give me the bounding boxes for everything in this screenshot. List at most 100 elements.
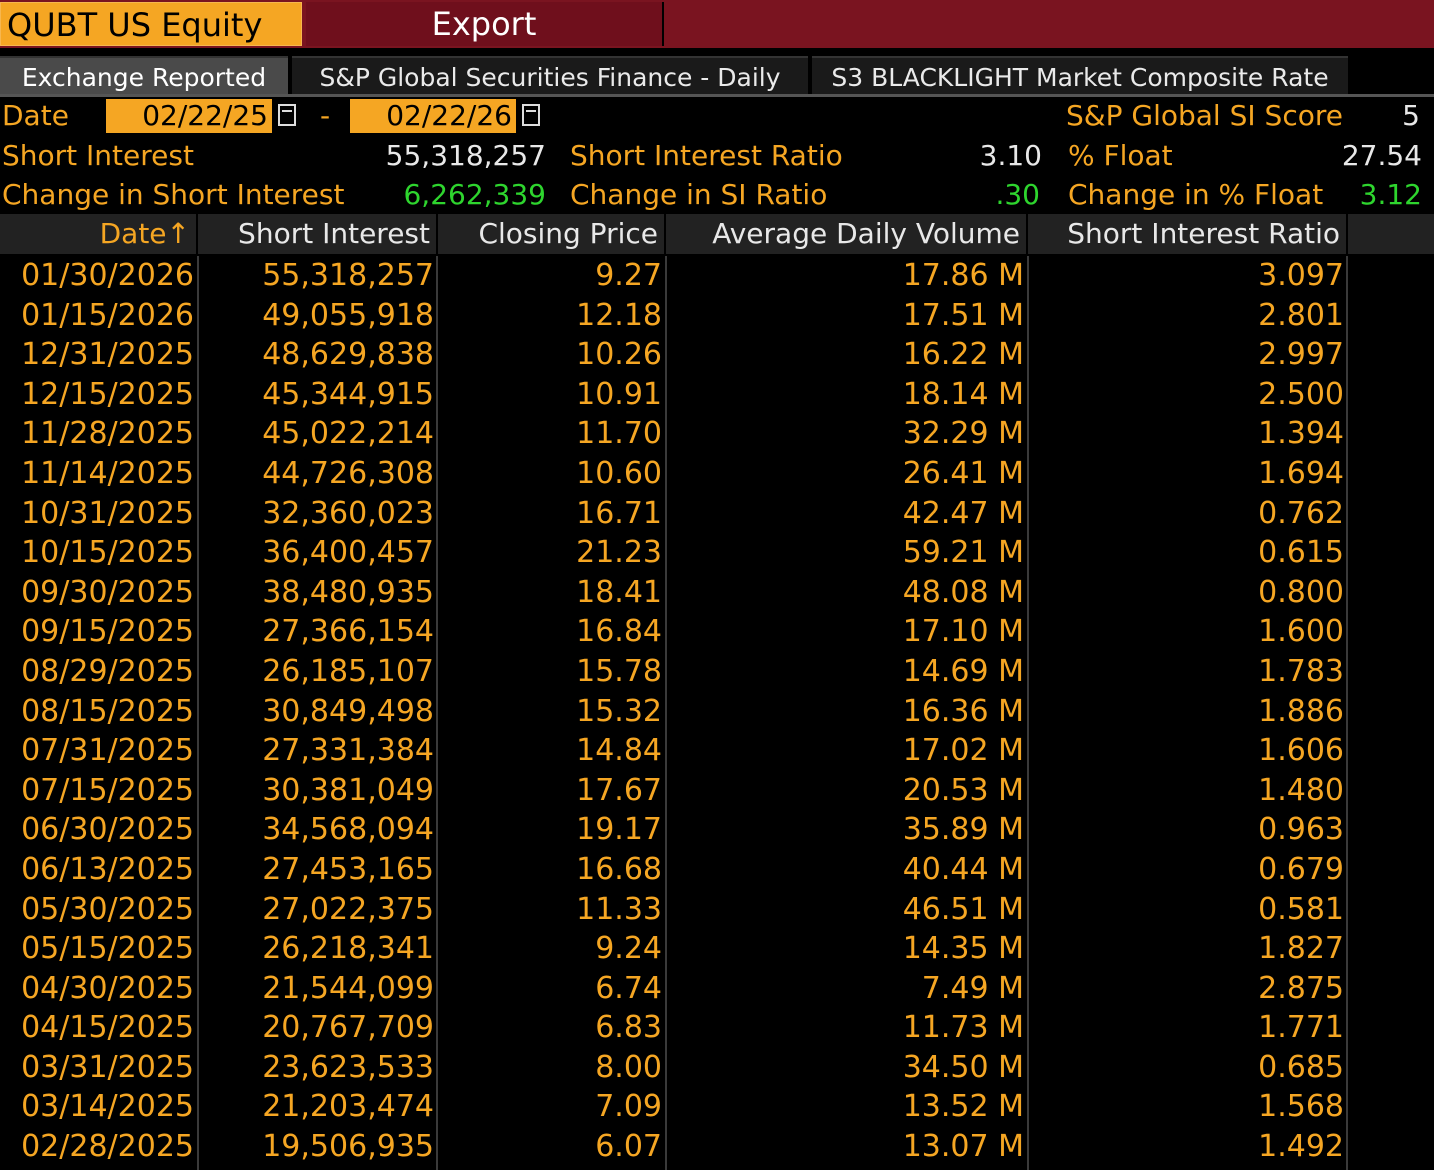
column-header-avg-daily-volume[interactable]: Average Daily Volume <box>666 214 1028 254</box>
cell-closing-price: 16.68 <box>576 851 662 887</box>
cell-avg-daily-volume: 13.52 M <box>902 1089 1024 1125</box>
cell-date: 12/15/2025 <box>21 376 194 412</box>
tab-exchange-reported[interactable]: Exchange Reported <box>0 56 288 96</box>
cell-date: 11/28/2025 <box>21 416 194 452</box>
table-row[interactable]: 06/30/2025 34,568,094 19.17 35.89 M 0.963 <box>0 810 1434 850</box>
table-row[interactable]: 11/28/2025 45,022,214 11.70 32.29 M 1.394 <box>0 414 1434 454</box>
cell-closing-price: 21.23 <box>576 535 662 571</box>
table-row[interactable]: 02/28/2025 19,506,935 6.07 13.07 M 1.492 <box>0 1127 1434 1167</box>
cell-closing-price: 10.26 <box>576 337 662 373</box>
table-row[interactable]: 09/30/2025 38,480,935 18.41 48.08 M 0.800 <box>0 573 1434 613</box>
tab-sp-global-daily[interactable]: S&P Global Securities Finance - Daily <box>292 56 808 96</box>
cell-avg-daily-volume: 18.14 M <box>902 376 1024 412</box>
export-button[interactable]: Export <box>306 2 664 46</box>
start-date-field[interactable]: 02/22/25 <box>106 99 272 133</box>
table-row[interactable]: 04/15/2025 20,767,709 6.83 11.73 M 1.771 <box>0 1008 1434 1048</box>
cell-short-interest: 48,629,838 <box>262 337 434 373</box>
end-calendar-icon[interactable] <box>522 104 540 126</box>
cell-si-ratio: 1.694 <box>1258 455 1344 491</box>
table-row[interactable]: 11/14/2025 44,726,308 10.60 26.41 M 1.694 <box>0 454 1434 494</box>
table-row[interactable]: 06/13/2025 27,453,165 16.68 40.44 M 0.679 <box>0 850 1434 890</box>
date-range-label: Date <box>2 99 69 132</box>
table-row[interactable]: 07/31/2025 27,331,384 14.84 17.02 M 1.606 <box>0 731 1434 771</box>
table-row[interactable]: 03/31/2025 23,623,533 8.00 34.50 M 0.685 <box>0 1048 1434 1088</box>
cell-avg-daily-volume: 17.10 M <box>902 614 1024 650</box>
cell-si-ratio: 1.600 <box>1258 614 1344 650</box>
cell-avg-daily-volume: 17.51 M <box>902 297 1024 333</box>
cell-avg-daily-volume: 34.50 M <box>902 1049 1024 1085</box>
change-short-interest-label: Change in Short Interest <box>2 178 345 211</box>
table-row[interactable]: 03/14/2025 21,203,474 7.09 13.52 M 1.568 <box>0 1087 1434 1127</box>
cell-date: 11/14/2025 <box>21 455 194 491</box>
column-header-date[interactable]: Date↑ <box>0 214 198 254</box>
change-short-interest-value: 6,262,339 <box>403 178 546 211</box>
cell-avg-daily-volume: 20.53 M <box>902 772 1024 808</box>
cell-short-interest: 26,185,107 <box>262 653 434 689</box>
cell-si-ratio: 0.762 <box>1258 495 1344 531</box>
cell-avg-daily-volume: 35.89 M <box>902 812 1024 848</box>
si-ratio-value: 3.10 <box>979 139 1042 172</box>
table-row[interactable]: 05/30/2025 27,022,375 11.33 46.51 M 0.581 <box>0 890 1434 930</box>
column-divider <box>665 256 667 1170</box>
table-row[interactable]: 04/30/2025 21,544,099 6.74 7.49 M 2.875 <box>0 969 1434 1009</box>
cell-date: 08/29/2025 <box>21 653 194 689</box>
column-divider <box>1027 256 1029 1170</box>
table-row[interactable]: 10/15/2025 36,400,457 21.23 59.21 M 0.615 <box>0 533 1434 573</box>
column-divider <box>436 256 438 1170</box>
table-row[interactable]: 12/31/2025 48,629,838 10.26 16.22 M 2.997 <box>0 335 1434 375</box>
cell-closing-price: 9.27 <box>595 258 662 293</box>
cell-si-ratio: 2.500 <box>1258 376 1344 412</box>
cell-short-interest: 44,726,308 <box>262 455 434 491</box>
table-row[interactable]: 07/15/2025 30,381,049 17.67 20.53 M 1.480 <box>0 771 1434 811</box>
cell-closing-price: 19.17 <box>576 812 662 848</box>
cell-short-interest: 45,344,915 <box>262 376 434 412</box>
table-row[interactable]: 01/15/2026 49,055,918 12.18 17.51 M 2.801 <box>0 296 1434 336</box>
tab-s3-blacklight[interactable]: S3 BLACKLIGHT Market Composite Rate <box>812 56 1348 96</box>
column-header-si-ratio[interactable]: Short Interest Ratio <box>1028 214 1348 254</box>
cell-closing-price: 9.24 <box>595 931 662 967</box>
cell-closing-price: 16.84 <box>576 614 662 650</box>
date-range-separator: - <box>320 99 331 132</box>
tab-divider <box>0 94 1434 97</box>
cell-date: 01/30/2026 <box>21 258 194 293</box>
cell-si-ratio: 1.492 <box>1258 1129 1344 1165</box>
cell-closing-price: 11.70 <box>576 416 662 452</box>
cell-avg-daily-volume: 48.08 M <box>902 574 1024 610</box>
cell-avg-daily-volume: 17.86 M <box>902 258 1024 293</box>
cell-si-ratio: 0.581 <box>1258 891 1344 927</box>
cell-closing-price: 18.41 <box>576 574 662 610</box>
table-row[interactable]: 10/31/2025 32,360,023 16.71 42.47 M 0.762 <box>0 494 1434 534</box>
cell-short-interest: 27,366,154 <box>262 614 434 650</box>
column-header-closing-price[interactable]: Closing Price <box>438 214 666 254</box>
table-row[interactable]: 08/29/2025 26,185,107 15.78 14.69 M 1.783 <box>0 652 1434 692</box>
table-row[interactable]: 12/15/2025 45,344,915 10.91 18.14 M 2.500 <box>0 375 1434 415</box>
end-date-field[interactable]: 02/22/26 <box>350 99 516 133</box>
cell-avg-daily-volume: 42.47 M <box>902 495 1024 531</box>
table-row[interactable]: 01/30/2026 55,318,257 9.27 17.86 M 3.097 <box>0 256 1434 296</box>
table-row[interactable]: 08/15/2025 30,849,498 15.32 16.36 M 1.886 <box>0 692 1434 732</box>
cell-short-interest: 55,318,257 <box>262 258 434 293</box>
cell-si-ratio: 1.568 <box>1258 1089 1344 1125</box>
cell-date: 09/30/2025 <box>21 574 194 610</box>
cell-short-interest: 30,381,049 <box>262 772 434 808</box>
float-label: % Float <box>1068 139 1173 172</box>
ticker-field[interactable]: QUBT US Equity <box>0 2 302 46</box>
cell-date: 10/31/2025 <box>21 495 194 531</box>
cell-date: 08/15/2025 <box>21 693 194 729</box>
column-header-short-interest[interactable]: Short Interest <box>198 214 438 254</box>
cell-si-ratio: 1.783 <box>1258 653 1344 689</box>
start-calendar-icon[interactable] <box>278 104 296 126</box>
cell-short-interest: 45,022,214 <box>262 416 434 452</box>
cell-date: 01/15/2026 <box>21 297 194 333</box>
short-interest-value: 55,318,257 <box>385 139 546 172</box>
cell-closing-price: 15.32 <box>576 693 662 729</box>
sort-ascending-icon: ↑ <box>166 217 190 250</box>
table-row[interactable]: 09/15/2025 27,366,154 16.84 17.10 M 1.600 <box>0 612 1434 652</box>
cell-date: 12/31/2025 <box>21 337 194 373</box>
table-header: Date↑ Short Interest Closing Price Avera… <box>0 214 1434 254</box>
cell-closing-price: 17.67 <box>576 772 662 808</box>
cell-si-ratio: 2.997 <box>1258 337 1344 373</box>
cell-short-interest: 21,203,474 <box>262 1089 434 1125</box>
cell-short-interest: 19,506,935 <box>262 1129 434 1165</box>
table-row[interactable]: 05/15/2025 26,218,341 9.24 14.35 M 1.827 <box>0 929 1434 969</box>
